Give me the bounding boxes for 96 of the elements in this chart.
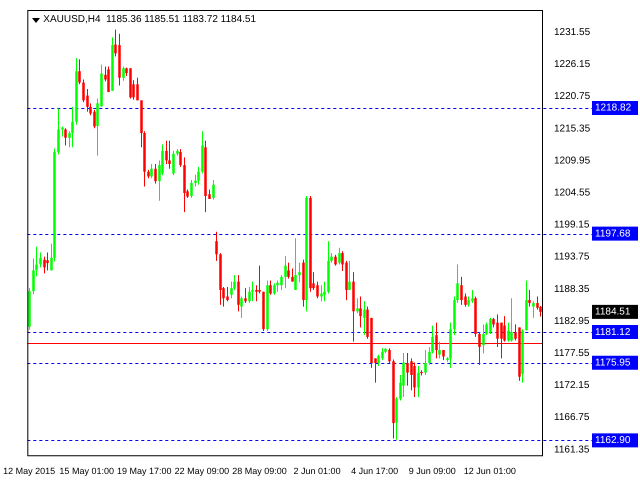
candlestick — [61, 126, 64, 138]
candlestick — [460, 276, 463, 306]
y-tick-label: 1193.75 — [554, 252, 590, 263]
chart-title: XAUUSD,H4 1185.36 1185.51 1183.72 1184.51 — [43, 14, 256, 25]
candlestick — [57, 108, 60, 155]
candlestick — [417, 366, 420, 398]
candlestick — [215, 231, 218, 262]
candlestick — [244, 288, 247, 304]
candlestick — [388, 348, 391, 364]
candlestick — [334, 254, 337, 266]
candlestick — [179, 148, 182, 168]
candlestick — [255, 284, 258, 302]
x-tick-label: 22 May 09:00 — [174, 466, 230, 476]
candlestick — [43, 256, 46, 274]
candlestick — [381, 348, 384, 361]
y-tick-label: 1215.35 — [554, 123, 591, 134]
candlestick — [269, 280, 272, 296]
candlestick — [136, 77, 139, 101]
candlestick — [93, 109, 96, 129]
x-tick-label: 12 May 2015 — [3, 466, 56, 476]
y-tick-label: 1182.95 — [554, 316, 590, 327]
candlestick — [212, 179, 215, 200]
candlestick — [71, 106, 74, 148]
candlestick — [467, 296, 470, 308]
candlestick — [291, 268, 294, 282]
candlestick — [316, 281, 319, 299]
candlestick — [356, 298, 359, 314]
candlestick — [406, 352, 409, 386]
candlestick — [287, 262, 290, 280]
ref-line-label: 1218.82 — [595, 102, 632, 114]
ref-line-label: 1175.95 — [595, 358, 631, 369]
candlestick — [471, 289, 474, 304]
candlestick — [78, 58, 81, 85]
candlestick — [197, 166, 200, 186]
ref-line-label: 1162.90 — [595, 435, 631, 446]
candlestick — [323, 281, 326, 302]
y-tick-label: 1231.55 — [554, 27, 591, 38]
candlestick — [413, 362, 416, 398]
candlestick — [395, 396, 398, 440]
candlestick — [532, 300, 535, 318]
candlestick — [402, 352, 405, 398]
candlestick — [377, 354, 380, 367]
candlestick — [482, 324, 485, 354]
y-tick-label: 1166.75 — [554, 412, 590, 424]
candlestick — [240, 296, 243, 318]
candlestick — [294, 238, 297, 290]
ref-line-label: 1181.12 — [595, 326, 631, 338]
y-tick-label: 1172.15 — [554, 380, 590, 392]
y-tick-label: 1188.35 — [554, 284, 590, 295]
candlestick — [82, 79, 85, 103]
y-tick-label: 1226.15 — [554, 59, 591, 70]
candlestick — [251, 281, 254, 302]
candlestick — [438, 341, 441, 359]
candlestick — [528, 289, 531, 308]
candlestick — [510, 298, 513, 342]
x-tick-label: 2 Jun 01:00 — [294, 466, 341, 476]
candlestick — [298, 262, 301, 283]
candlestick — [172, 150, 175, 176]
candlestick — [190, 179, 193, 198]
x-tick-label: 9 Jun 09:00 — [408, 466, 456, 476]
candlestick — [165, 140, 168, 164]
x-tick-label: 15 May 01:00 — [59, 466, 114, 476]
y-tick-label: 1220.75 — [554, 91, 591, 102]
candlestick — [237, 274, 240, 312]
y-tick-label: 1204.55 — [554, 188, 591, 199]
candlestick — [168, 140, 171, 170]
x-tick-label: 4 Jun 17:00 — [351, 466, 398, 476]
x-tick-label: 19 May 17:00 — [117, 466, 172, 476]
x-tick-label: 12 Jun 01:00 — [464, 466, 516, 476]
candlestick — [226, 286, 229, 302]
candlestick — [258, 265, 261, 294]
candlestick — [320, 284, 323, 302]
candlestick — [348, 260, 351, 290]
y-tick-label: 1209.95 — [554, 155, 591, 166]
candlestick — [489, 317, 492, 334]
candlestick — [46, 252, 49, 271]
candlestick — [363, 300, 366, 336]
x-tick-label: 28 May 09:00 — [232, 466, 287, 476]
candlestick — [150, 163, 153, 179]
y-tick-label: 1199.15 — [554, 220, 590, 231]
candlestick — [276, 280, 279, 292]
candlestick — [107, 66, 110, 93]
candlestick — [273, 282, 276, 296]
candlestick — [284, 256, 287, 289]
ref-line-label: 1197.68 — [595, 228, 631, 240]
candlestick — [280, 274, 283, 290]
candlestick — [64, 128, 67, 146]
candlestick — [154, 163, 157, 184]
candlestick — [359, 296, 362, 328]
candlestick — [122, 66, 125, 82]
candlestick — [424, 349, 427, 376]
text: 1184.51 — [595, 306, 631, 318]
y-tick-label: 1177.55 — [554, 348, 590, 360]
y-tick-label: 1161.35 — [554, 444, 590, 456]
candlestick — [39, 252, 42, 268]
candlestick — [338, 247, 341, 265]
